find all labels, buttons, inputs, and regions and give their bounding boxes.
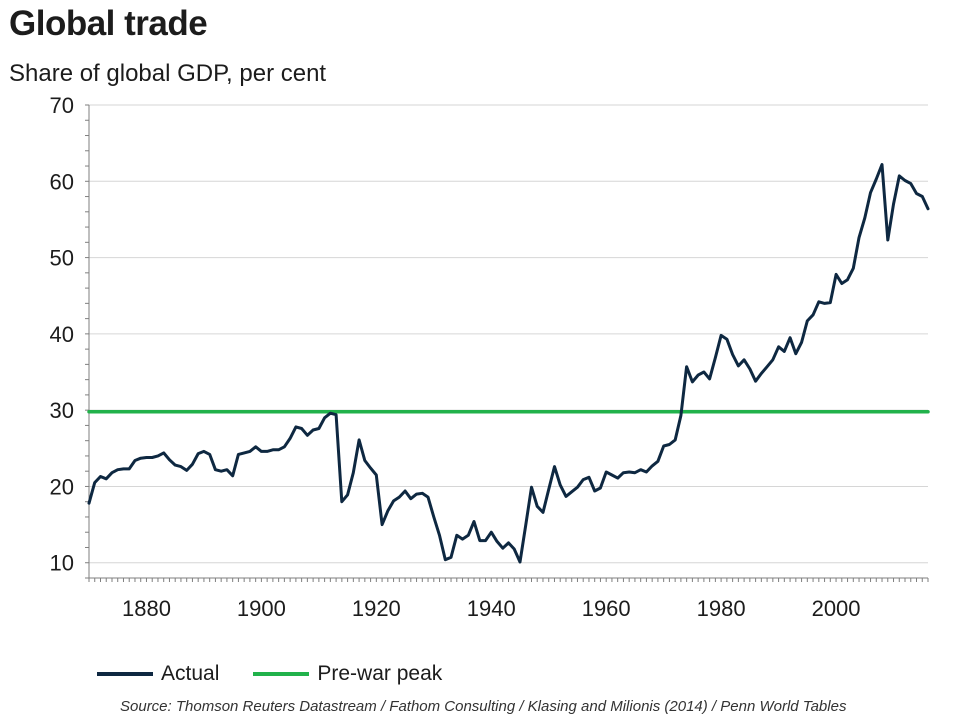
x-tick-label-2000: 2000 bbox=[812, 596, 861, 621]
x-tick-label-1920: 1920 bbox=[352, 596, 401, 621]
y-tick-label-10: 10 bbox=[50, 551, 74, 576]
y-tick-label-70: 70 bbox=[50, 93, 74, 118]
legend-label-actual: Actual bbox=[161, 662, 220, 685]
legend-swatch-actual bbox=[97, 672, 153, 676]
legend-item-pre-war-peak: Pre-war peak bbox=[253, 662, 442, 686]
legend-item-actual: Actual bbox=[97, 662, 219, 686]
series-line-actual bbox=[87, 163, 930, 564]
legend: Actual Pre-war peak bbox=[97, 662, 476, 686]
x-tick-label-1960: 1960 bbox=[582, 596, 631, 621]
y-tick-label-30: 30 bbox=[50, 398, 74, 423]
x-tick-label-1940: 1940 bbox=[467, 596, 516, 621]
y-tick-label-20: 20 bbox=[50, 474, 74, 499]
legend-label-pre-war-peak: Pre-war peak bbox=[317, 662, 443, 685]
chart-title: Global trade bbox=[9, 4, 208, 43]
x-tick-label-1900: 1900 bbox=[237, 596, 286, 621]
y-tick-label-50: 50 bbox=[50, 246, 74, 271]
source-note: Source: Thomson Reuters Datastream / Fat… bbox=[120, 698, 847, 715]
x-tick-label-1880: 1880 bbox=[122, 596, 171, 621]
legend-swatch-pre-war-peak bbox=[253, 672, 310, 676]
x-tick-label-1980: 1980 bbox=[697, 596, 746, 621]
chart-subtitle: Share of global GDP, per cent bbox=[9, 60, 327, 87]
y-tick-label-40: 40 bbox=[50, 322, 74, 347]
y-tick-label-60: 60 bbox=[50, 169, 74, 194]
